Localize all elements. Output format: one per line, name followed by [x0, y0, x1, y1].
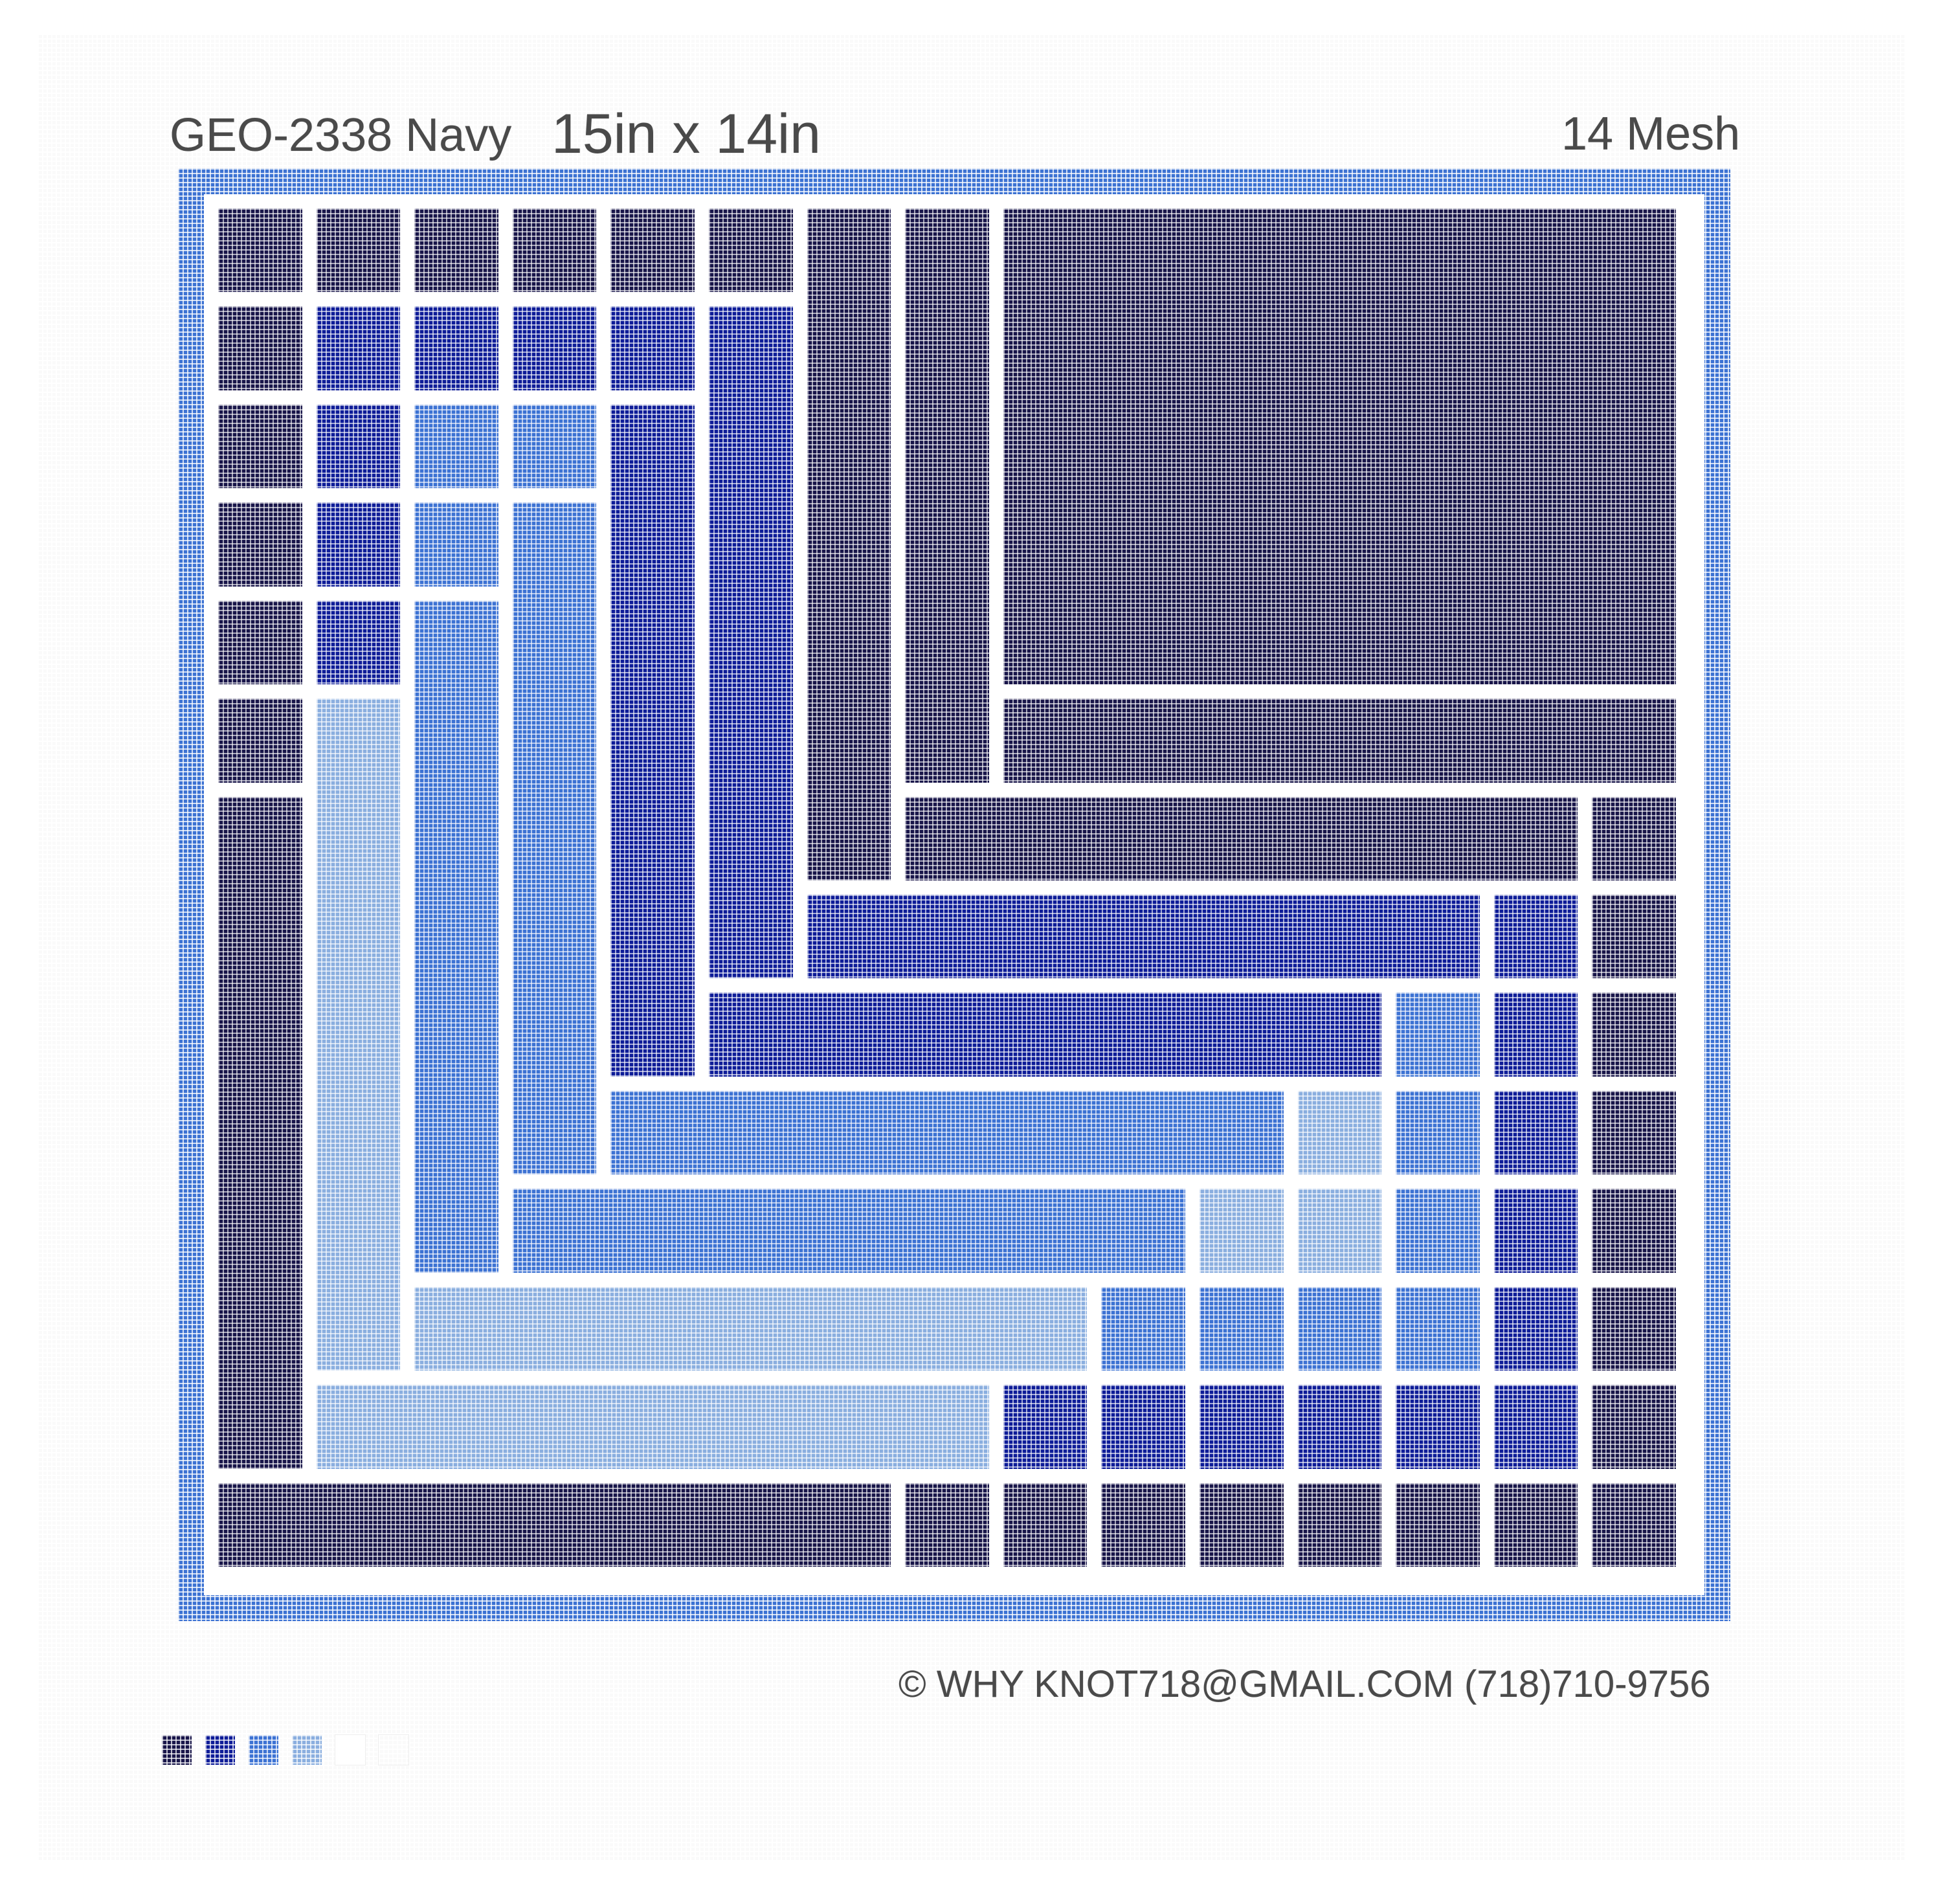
royal-blue-block: [1493, 1090, 1578, 1175]
medium-blue-block: [1396, 1189, 1480, 1273]
medium-blue-block: [512, 502, 597, 1175]
light-blue-block: [316, 1385, 989, 1469]
royal-blue-block: [316, 600, 401, 685]
navy-block: [218, 502, 302, 587]
navy-block: [1101, 1483, 1185, 1567]
navy-block: [1592, 1189, 1676, 1273]
palette-swatch: [292, 1735, 322, 1765]
navy-block: [709, 208, 793, 293]
medium-blue-block: [512, 1189, 1185, 1273]
royal-blue-block: [1493, 1385, 1578, 1469]
royal-blue-block: [316, 306, 401, 390]
royal-blue-block: [807, 895, 1480, 979]
palette-swatch: [162, 1735, 192, 1765]
navy-block: [218, 404, 302, 489]
medium-blue-block: [1396, 1090, 1480, 1175]
navy-block: [1592, 1483, 1676, 1567]
medium-blue-block: [414, 502, 498, 587]
navy-block: [1003, 1483, 1088, 1567]
light-blue-block: [414, 1286, 1088, 1371]
navy-block: [905, 1483, 989, 1567]
medium-blue-block: [512, 404, 597, 489]
navy-block: [1493, 1483, 1578, 1567]
navy-block: [610, 208, 695, 293]
pattern-field: [204, 194, 1704, 1595]
navy-block: [414, 208, 498, 293]
royal-blue-block: [1200, 1385, 1284, 1469]
royal-blue-block: [316, 404, 401, 489]
copyright-notice: © WHY KNOT718@GMAIL.COM (718)710-9756: [898, 1663, 1711, 1705]
medium-blue-block: [414, 600, 498, 1273]
light-blue-block: [1200, 1189, 1284, 1273]
royal-blue-block: [709, 306, 793, 979]
navy-block: [218, 1483, 891, 1567]
royal-blue-block: [1396, 1385, 1480, 1469]
navy-block: [218, 306, 302, 390]
medium-blue-block: [1297, 1286, 1382, 1371]
navy-block: [1592, 1090, 1676, 1175]
design-size-label: 15in x 14in: [552, 103, 821, 165]
navy-block: [1003, 208, 1676, 685]
palette-swatch: [335, 1734, 366, 1765]
design-code-label: GEO-2338 Navy: [170, 109, 512, 161]
navy-block: [1592, 992, 1676, 1077]
royal-blue-block: [1101, 1385, 1185, 1469]
navy-block: [316, 208, 401, 293]
navy-block: [1592, 895, 1676, 979]
navy-block: [1592, 1286, 1676, 1371]
medium-blue-block: [414, 404, 498, 489]
light-blue-block: [1297, 1189, 1382, 1273]
medium-blue-block: [1200, 1286, 1284, 1371]
navy-block: [1396, 1483, 1480, 1567]
navy-block: [1200, 1483, 1284, 1567]
medium-blue-block: [1396, 1286, 1480, 1371]
royal-blue-block: [1493, 895, 1578, 979]
navy-block: [905, 208, 989, 783]
royal-blue-block: [610, 404, 695, 1077]
navy-block: [218, 208, 302, 293]
light-blue-block: [316, 699, 401, 1371]
palette-swatch: [205, 1735, 235, 1765]
navy-block: [512, 208, 597, 293]
light-blue-block: [1297, 1090, 1382, 1175]
navy-block: [1592, 1385, 1676, 1469]
navy-block: [1003, 699, 1676, 783]
navy-block: [1297, 1483, 1382, 1567]
royal-blue-block: [1003, 1385, 1088, 1469]
navy-block: [218, 600, 302, 685]
royal-blue-block: [512, 306, 597, 390]
royal-blue-block: [414, 306, 498, 390]
navy-block: [807, 208, 891, 880]
navy-block: [218, 699, 302, 783]
medium-blue-block: [1396, 992, 1480, 1077]
medium-blue-block: [610, 1090, 1284, 1175]
medium-blue-block: [1101, 1286, 1185, 1371]
navy-block: [905, 796, 1578, 880]
navy-block: [1592, 796, 1676, 880]
royal-blue-block: [709, 992, 1382, 1077]
royal-blue-block: [1297, 1385, 1382, 1469]
royal-blue-block: [1493, 1189, 1578, 1273]
navy-block: [218, 796, 302, 1469]
royal-blue-block: [316, 502, 401, 587]
palette-swatch: [378, 1734, 409, 1765]
mesh-count-label: 14 Mesh: [1561, 108, 1741, 160]
royal-blue-block: [1493, 1286, 1578, 1371]
royal-blue-block: [610, 306, 695, 390]
royal-blue-block: [1493, 992, 1578, 1077]
design-pattern: [178, 168, 1730, 1621]
palette-swatch: [249, 1735, 278, 1765]
